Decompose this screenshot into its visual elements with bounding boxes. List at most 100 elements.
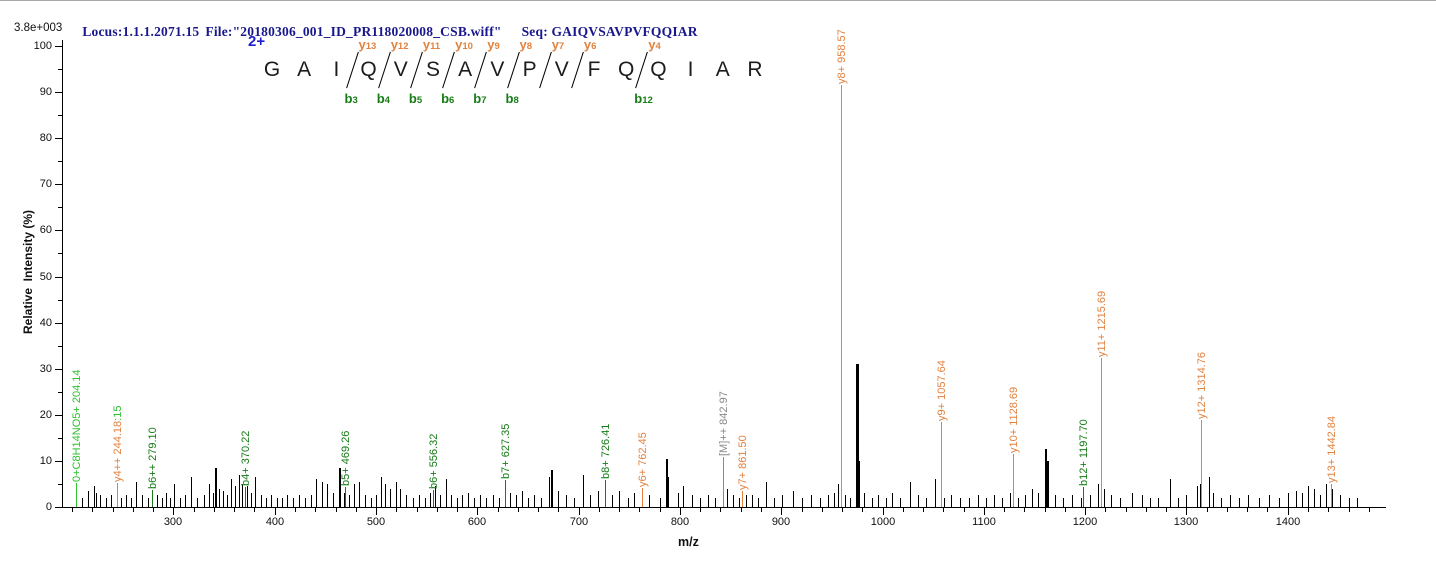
y-major-tick xyxy=(55,323,62,324)
y-major-tick xyxy=(55,507,62,508)
peak xyxy=(1132,493,1133,507)
peak xyxy=(834,493,835,507)
x-minor-tick xyxy=(862,508,863,512)
x-tick-label: 1200 xyxy=(1072,516,1098,528)
peak xyxy=(1314,489,1315,507)
peak xyxy=(1259,498,1260,507)
peak xyxy=(828,495,829,507)
peak xyxy=(396,482,397,507)
peak-label-text: y6+ 762.45 xyxy=(637,432,649,487)
b-ion-number: 4 xyxy=(384,95,390,106)
peak xyxy=(1288,493,1289,507)
peak xyxy=(170,498,171,507)
peak xyxy=(774,498,775,507)
y-tick-label: 40 xyxy=(39,317,52,329)
peak xyxy=(239,475,240,507)
x-minor-tick xyxy=(518,508,519,512)
peak xyxy=(510,493,511,507)
peak xyxy=(549,477,550,507)
peak xyxy=(430,493,431,507)
y-tick-label: 10 xyxy=(39,455,52,467)
peak xyxy=(1302,493,1303,507)
peak xyxy=(886,498,887,507)
y-ion-tag: y4 xyxy=(648,37,661,52)
peak xyxy=(758,498,759,507)
b-ion-number: 8 xyxy=(513,95,519,106)
x-tick-label: 400 xyxy=(265,516,285,528)
peak xyxy=(986,498,987,507)
x-major-tick xyxy=(275,508,276,515)
x-minor-tick xyxy=(538,508,539,512)
y-tick-label: 70 xyxy=(39,178,52,190)
peak-label: b8+ 726.41 xyxy=(600,424,612,479)
peak xyxy=(231,479,232,507)
peak-label-text: b7+ 627.35 xyxy=(500,423,512,479)
x-minor-tick xyxy=(619,508,620,512)
peak xyxy=(978,495,979,507)
peak xyxy=(1047,461,1049,507)
x-minor-tick xyxy=(234,508,235,512)
sequence-residue: R xyxy=(747,58,763,81)
y-ion-tag: y8 xyxy=(519,37,533,52)
x-minor-tick xyxy=(1308,508,1309,512)
x-minor-tick xyxy=(437,508,438,512)
peak xyxy=(1332,489,1333,507)
y-major-tick xyxy=(55,184,62,185)
y-major-tick xyxy=(55,138,62,139)
peak xyxy=(733,495,734,507)
labeled-peak-line xyxy=(1013,454,1014,507)
sequence-residue: V xyxy=(554,58,569,81)
peak xyxy=(534,495,535,507)
sequence-residue: P xyxy=(522,58,537,81)
labeled-peak-line xyxy=(941,422,942,507)
x-minor-tick xyxy=(1105,508,1106,512)
peak xyxy=(583,475,584,507)
peak xyxy=(1038,493,1039,507)
peak xyxy=(311,495,312,507)
peak xyxy=(1221,498,1222,507)
peak xyxy=(474,498,475,507)
peak xyxy=(850,498,851,507)
y-minor-tick xyxy=(58,161,62,162)
peak-label: b7+ 627.35 xyxy=(500,424,512,479)
y-minor-tick xyxy=(58,207,62,208)
peak xyxy=(910,482,911,507)
peak xyxy=(349,495,350,507)
peak xyxy=(918,495,919,507)
locus-text: Locus:1.1.1.2071.15 xyxy=(82,24,200,39)
peak xyxy=(94,486,95,507)
y-minor-tick xyxy=(58,253,62,254)
sequence-residue: G xyxy=(263,58,281,81)
x-major-tick xyxy=(883,508,884,515)
fragmentation-cut-line xyxy=(345,51,359,89)
peak xyxy=(191,477,192,507)
peak xyxy=(299,495,300,507)
fragmentation-cut-line xyxy=(538,51,552,89)
peak xyxy=(1186,495,1187,507)
peak xyxy=(446,479,447,507)
peak xyxy=(1308,486,1309,507)
peak xyxy=(802,498,803,507)
peak xyxy=(365,495,366,507)
labeled-peak-line xyxy=(642,488,643,507)
peak xyxy=(1158,498,1159,507)
peak xyxy=(1213,493,1214,507)
peak xyxy=(88,491,89,507)
x-minor-tick xyxy=(1247,508,1248,512)
peak-label-overlay: :15 xyxy=(112,405,124,421)
peak xyxy=(111,495,112,507)
y-minor-tick xyxy=(58,346,62,347)
x-major-tick xyxy=(1288,508,1289,515)
y-axis-line xyxy=(62,40,63,508)
labeled-peak-line xyxy=(76,483,77,507)
peak xyxy=(1170,479,1171,507)
peak xyxy=(598,491,599,507)
x-major-tick xyxy=(1186,508,1187,515)
labeled-peak-line xyxy=(1201,420,1202,507)
labeled-peak-line xyxy=(245,487,246,507)
y-ion-number: 6 xyxy=(591,41,597,52)
peak xyxy=(385,484,386,507)
x-minor-tick xyxy=(720,508,721,512)
peak-label: y11+ 1215.69 xyxy=(1096,291,1108,357)
labeled-peak-line xyxy=(841,85,842,507)
